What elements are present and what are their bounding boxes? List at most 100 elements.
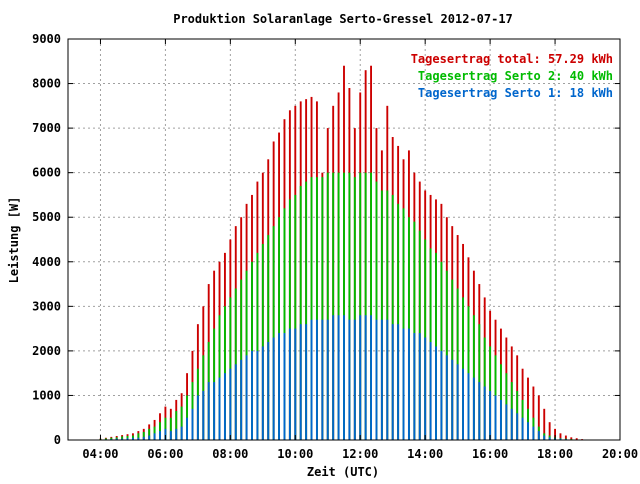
bar-serto1 — [543, 436, 545, 440]
y-tick-label: 1000 — [32, 388, 61, 402]
legend: Tagesertrag total: 57.29 kWh Tagesertrag… — [411, 52, 613, 100]
bar-serto1 — [468, 373, 470, 440]
legend-entry-total: Tagesertrag total: 57.29 kWh — [411, 52, 613, 66]
y-tick-label: 2000 — [32, 344, 61, 358]
bar-serto1 — [527, 422, 529, 440]
bar-serto1 — [300, 324, 302, 440]
bar-serto1 — [430, 342, 432, 440]
legend-entry-serto1: Tagesertrag Serto 1: 18 kWh — [418, 86, 613, 100]
bar-serto1 — [365, 315, 367, 440]
bar-serto1 — [397, 324, 399, 440]
bar-serto1 — [376, 320, 378, 440]
bar-serto1 — [473, 378, 475, 440]
bar-serto1 — [311, 320, 313, 440]
bar-serto1 — [202, 391, 204, 440]
bar-serto1 — [478, 382, 480, 440]
bar-serto1 — [159, 431, 161, 440]
bar-serto1 — [219, 378, 221, 440]
bar-serto1 — [457, 364, 459, 440]
bar-serto1 — [267, 342, 269, 440]
y-tick-label: 0 — [54, 433, 61, 447]
bar-serto1 — [305, 324, 307, 440]
bar-serto1 — [435, 346, 437, 440]
bar-serto1 — [332, 315, 334, 440]
bar-serto1 — [451, 360, 453, 440]
bar-serto1 — [505, 404, 507, 440]
bar-serto1 — [197, 395, 199, 440]
legend-entry-serto2: Tagesertrag Serto 2: 40 kWh — [418, 69, 613, 83]
bar-serto1 — [338, 315, 340, 440]
bar-serto1 — [208, 382, 210, 440]
bar-serto1 — [321, 320, 323, 440]
bar-serto1 — [246, 355, 248, 440]
bar-serto1 — [316, 320, 318, 440]
bar-serto1 — [170, 431, 172, 440]
bar-serto1 — [256, 351, 258, 440]
bar-serto1 — [511, 409, 513, 440]
bar-serto1 — [273, 338, 275, 440]
y-tick-label: 8000 — [32, 77, 61, 91]
bar-serto1 — [148, 436, 150, 440]
bar-serto1 — [424, 338, 426, 440]
x-tick-label: 08:00 — [212, 447, 248, 461]
bar-serto1 — [284, 333, 286, 440]
bar-serto1 — [181, 427, 183, 440]
bar-serto1 — [186, 418, 188, 440]
x-tick-label: 06:00 — [147, 447, 183, 461]
bar-serto1 — [235, 364, 237, 440]
chart-title: Produktion Solaranlage Serto-Gressel 201… — [173, 12, 513, 26]
x-axis-label: Zeit (UTC) — [307, 465, 379, 479]
bar-serto1 — [192, 409, 194, 440]
bar-serto1 — [500, 400, 502, 440]
bar-serto1 — [489, 391, 491, 440]
y-tick-label: 9000 — [32, 32, 61, 46]
bar-serto1 — [251, 351, 253, 440]
y-tick-label: 7000 — [32, 121, 61, 135]
y-tick-label: 5000 — [32, 210, 61, 224]
bar-serto1 — [495, 395, 497, 440]
bar-serto1 — [516, 413, 518, 440]
bar-serto1 — [413, 333, 415, 440]
bar-serto1 — [289, 329, 291, 440]
x-tick-label: 12:00 — [342, 447, 378, 461]
bar-serto1 — [440, 351, 442, 440]
bar-serto1 — [462, 369, 464, 440]
y-tick-label: 6000 — [32, 166, 61, 180]
bar-serto1 — [327, 320, 329, 440]
y-axis-label: Leistung [W] — [7, 197, 21, 284]
x-tick-label: 04:00 — [82, 447, 118, 461]
bar-serto1 — [294, 329, 296, 440]
bar-serto1 — [343, 315, 345, 440]
bar-serto1 — [224, 373, 226, 440]
bar-serto1 — [386, 320, 388, 440]
bar-serto1 — [403, 329, 405, 440]
bar-serto1 — [532, 427, 534, 440]
bar-serto1 — [381, 320, 383, 440]
bar-serto1 — [154, 433, 156, 440]
bar-serto1 — [419, 333, 421, 440]
bar-serto1 — [538, 431, 540, 440]
x-tick-label: 16:00 — [472, 447, 508, 461]
x-tick-label: 18:00 — [537, 447, 573, 461]
bar-serto1 — [240, 360, 242, 440]
bar-serto1 — [262, 346, 264, 440]
bar-serto1 — [484, 387, 486, 440]
y-tick-label: 3000 — [32, 299, 61, 313]
bar-serto1 — [354, 320, 356, 440]
bar-serto1 — [213, 382, 215, 440]
y-tick-label: 4000 — [32, 255, 61, 269]
bar-serto1 — [446, 355, 448, 440]
x-tick-label: 20:00 — [602, 447, 638, 461]
x-tick-label: 14:00 — [407, 447, 443, 461]
x-tick-label: 10:00 — [277, 447, 313, 461]
bar-serto1 — [392, 324, 394, 440]
bar-serto1 — [370, 315, 372, 440]
bar-serto1 — [278, 333, 280, 440]
bar-serto1 — [229, 369, 231, 440]
bar-serto1 — [408, 329, 410, 440]
bar-serto1 — [348, 320, 350, 440]
bar-serto1 — [359, 315, 361, 440]
bar-serto1 — [522, 418, 524, 440]
